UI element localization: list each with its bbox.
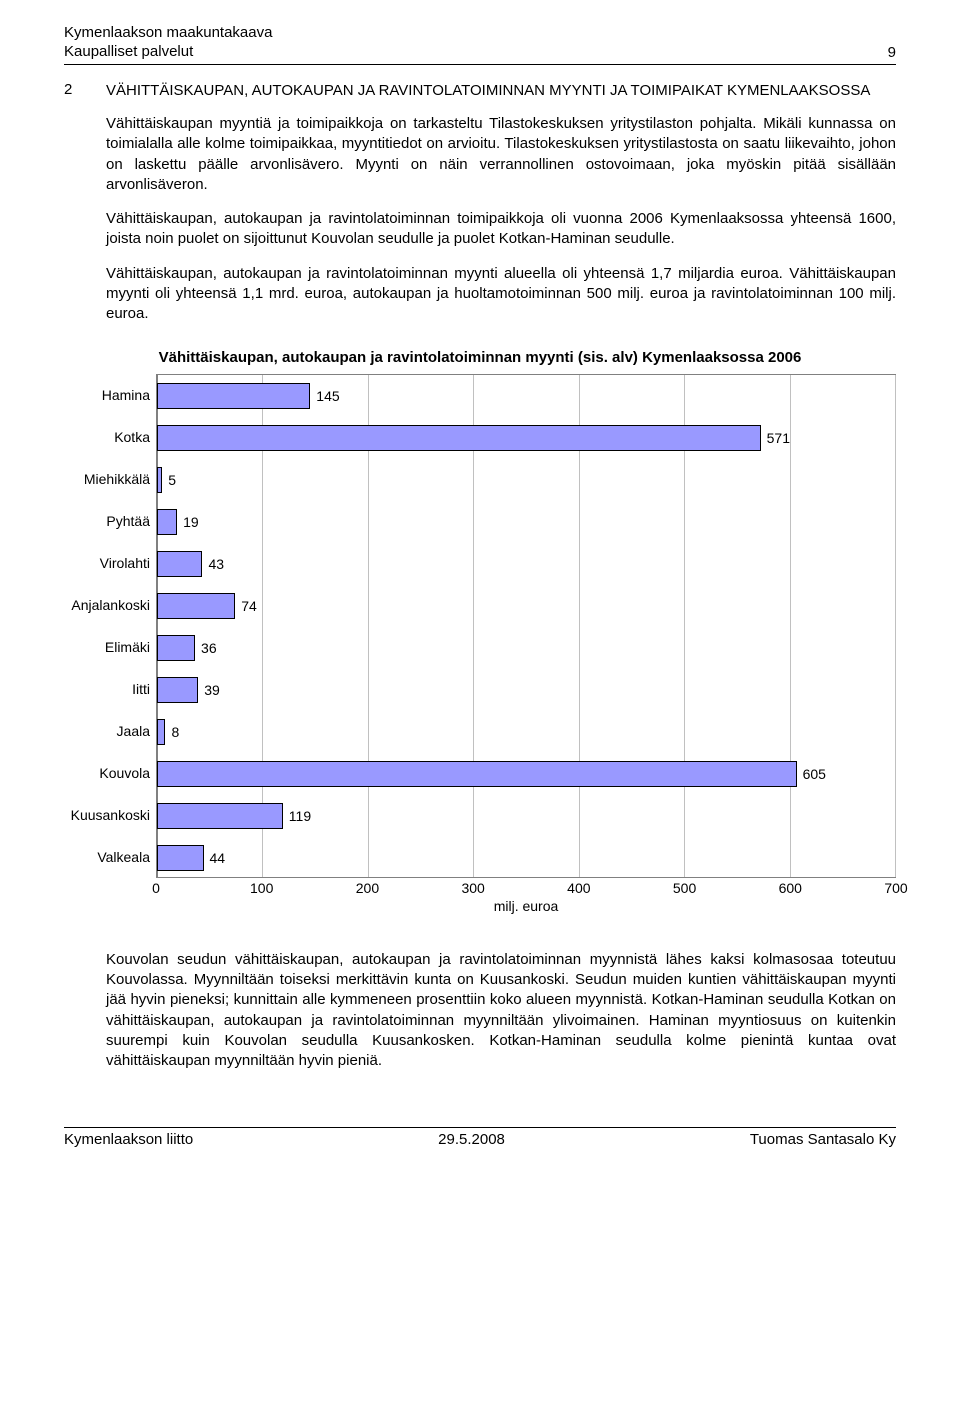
header-line-1: Kymenlaakson maakuntakaava <box>64 24 272 43</box>
bar <box>157 635 195 661</box>
bar <box>157 761 797 787</box>
bar <box>157 509 177 535</box>
bar-row: 145 <box>157 375 895 417</box>
x-tick-label: 500 <box>673 880 696 896</box>
bar-value-label: 605 <box>797 766 826 782</box>
footer-left: Kymenlaakson liitto <box>64 1131 193 1148</box>
bar-row: 36 <box>157 627 895 669</box>
bar-value-label: 44 <box>204 850 226 866</box>
paragraph-1: Vähittäiskaupan myyntiä ja toimipaikkoja… <box>106 114 896 195</box>
bar <box>157 593 235 619</box>
x-tick-label: 400 <box>567 880 590 896</box>
bar-row: 44 <box>157 837 895 879</box>
bar-row: 571 <box>157 417 895 459</box>
paragraph-3: Vähittäiskaupan, autokaupan ja ravintola… <box>106 264 896 325</box>
bar-value-label: 36 <box>195 640 217 656</box>
category-label: Iitti <box>64 668 156 710</box>
page-number: 9 <box>888 44 896 62</box>
category-label: Elimäki <box>64 626 156 668</box>
bar-row: 605 <box>157 753 895 795</box>
bar <box>157 719 165 745</box>
bar-value-label: 43 <box>202 556 224 572</box>
section-heading: 2 VÄHITTÄISKAUPAN, AUTOKAUPAN JA RAVINTO… <box>64 81 896 101</box>
x-tick-label: 100 <box>250 880 273 896</box>
bar-row: 5 <box>157 459 895 501</box>
category-label: Pyhtää <box>64 500 156 542</box>
section-number: 2 <box>64 81 106 101</box>
category-label: Hamina <box>64 374 156 416</box>
bar-value-label: 19 <box>177 514 199 530</box>
bar-row: 39 <box>157 669 895 711</box>
bar-row: 119 <box>157 795 895 837</box>
bar-value-label: 39 <box>198 682 220 698</box>
page-footer: Kymenlaakson liitto 29.5.2008 Tuomas San… <box>64 1127 896 1148</box>
bar-row: 19 <box>157 501 895 543</box>
category-label: Virolahti <box>64 542 156 584</box>
bar <box>157 803 283 829</box>
paragraph-4: Kouvolan seudun vähittäiskaupan, autokau… <box>106 950 896 1072</box>
x-tick-label: 200 <box>356 880 379 896</box>
x-tick-label: 700 <box>884 880 907 896</box>
bar-value-label: 145 <box>310 388 339 404</box>
section-title: VÄHITTÄISKAUPAN, AUTOKAUPAN JA RAVINTOLA… <box>106 81 870 101</box>
bar <box>157 677 198 703</box>
footer-center: 29.5.2008 <box>438 1131 505 1148</box>
bar <box>157 425 761 451</box>
footer-right: Tuomas Santasalo Ky <box>750 1131 896 1148</box>
bar <box>157 383 310 409</box>
category-label: Kuusankoski <box>64 794 156 836</box>
bar-value-label: 571 <box>761 430 790 446</box>
header-left: Kymenlaakson maakuntakaava Kaupalliset p… <box>64 24 272 62</box>
bar <box>157 551 202 577</box>
bar-value-label: 5 <box>162 472 176 488</box>
bar-value-label: 8 <box>165 724 179 740</box>
x-tick-label: 300 <box>461 880 484 896</box>
category-label: Jaala <box>64 710 156 752</box>
x-tick-label: 600 <box>779 880 802 896</box>
paragraph-2: Vähittäiskaupan, autokaupan ja ravintola… <box>106 209 896 250</box>
bar <box>157 845 204 871</box>
category-label: Valkeala <box>64 836 156 878</box>
bar-row: 74 <box>157 585 895 627</box>
category-label: Kouvola <box>64 752 156 794</box>
grid-line <box>895 375 896 877</box>
bar-row: 8 <box>157 711 895 753</box>
x-tick-label: 0 <box>152 880 160 896</box>
header-line-2: Kaupalliset palvelut <box>64 43 272 62</box>
bar-row: 43 <box>157 543 895 585</box>
bar-chart: HaminaKotkaMiehikkäläPyhtääVirolahtiAnja… <box>64 374 896 916</box>
x-axis-label: milj. euroa <box>156 898 896 916</box>
page-header: Kymenlaakson maakuntakaava Kaupalliset p… <box>64 24 896 65</box>
bar-value-label: 74 <box>235 598 257 614</box>
category-label: Miehikkälä <box>64 458 156 500</box>
category-label: Kotka <box>64 416 156 458</box>
chart-title: Vähittäiskaupan, autokaupan ja ravintola… <box>64 348 896 368</box>
bar-value-label: 119 <box>283 808 311 824</box>
category-label: Anjalankoski <box>64 584 156 626</box>
